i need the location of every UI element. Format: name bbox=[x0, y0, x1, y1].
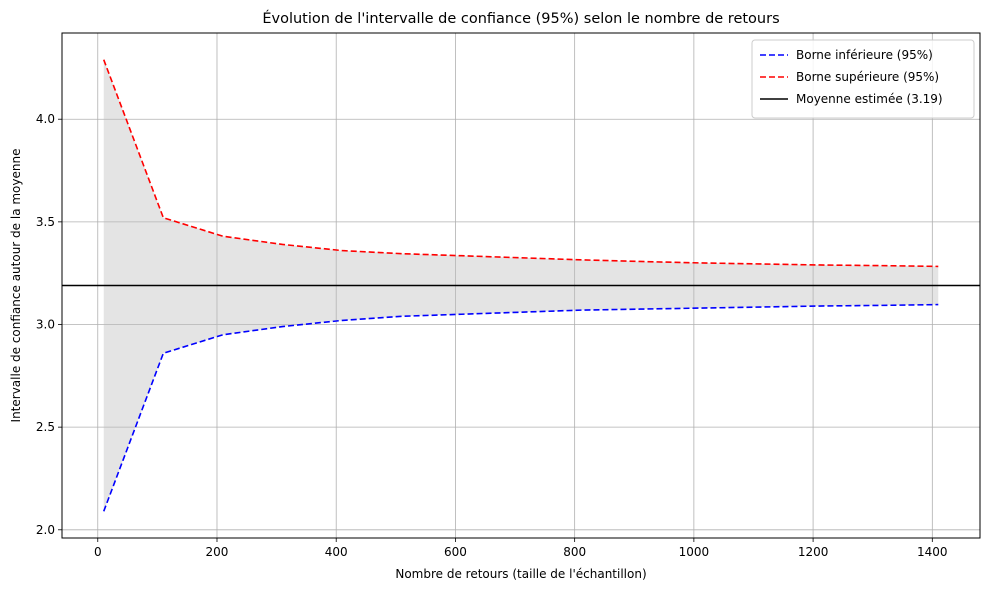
axis-ticks: 0 200 400 600 800 1000 1200 1400 2.0 2.5 3.0 3.5 4.0 bbox=[36, 112, 948, 559]
plot-frame bbox=[61, 32, 981, 539]
legend: Borne inférieure (95%) Borne supérieure (… bbox=[751, 39, 975, 119]
y-tick-label: 2.0 bbox=[36, 523, 55, 537]
x-tick-label: 600 bbox=[444, 545, 467, 559]
legend-entry: Borne inférieure (95%) bbox=[796, 48, 933, 62]
y-tick-label: 2.5 bbox=[36, 420, 55, 434]
legend-entry: Moyenne estimée (3.19) bbox=[796, 92, 943, 106]
x-tick-label: 800 bbox=[563, 545, 586, 559]
y-tick-label: 3.0 bbox=[36, 318, 55, 332]
series-lines bbox=[62, 59, 980, 512]
x-tick-label: 1200 bbox=[798, 545, 829, 559]
legend-box bbox=[751, 39, 975, 119]
y-axis-label: Intervalle de confiance autour de la moy… bbox=[9, 149, 23, 423]
chart-title: Évolution de l'intervalle de confiance (… bbox=[262, 10, 779, 27]
y-tick-label: 3.5 bbox=[36, 215, 55, 229]
legend-entry: Borne supérieure (95%) bbox=[796, 70, 939, 84]
x-tick-label: 0 bbox=[94, 545, 102, 559]
x-tick-label: 1000 bbox=[679, 545, 710, 559]
x-tick-label: 400 bbox=[325, 545, 348, 559]
y-tick-label: 4.0 bbox=[36, 112, 55, 126]
x-tick-label: 200 bbox=[206, 545, 229, 559]
x-axis-label: Nombre de retours (taille de l'échantill… bbox=[395, 567, 646, 581]
x-tick-label: 1400 bbox=[917, 545, 948, 559]
